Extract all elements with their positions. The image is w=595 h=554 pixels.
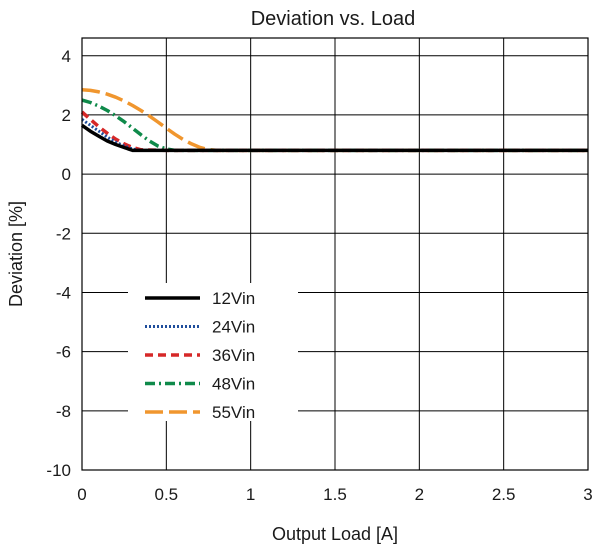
legend-background [128,283,298,421]
y-tick-label: 4 [62,47,71,66]
chart-title: Deviation vs. Load [251,8,416,30]
x-tick-label: 1 [246,485,255,504]
y-tick-label: -2 [56,224,71,243]
y-axis-label: Deviation [%] [6,201,26,307]
y-tick-label: -4 [56,283,71,302]
series-line-12vin [80,123,588,153]
legend-label-24vin: 24Vin [212,318,255,337]
series-layer [80,88,588,153]
legend-label-12vin: 12Vin [212,289,255,308]
x-tick-label: 3 [583,485,592,504]
y-tick-label: 0 [62,165,71,184]
y-tick-label: -6 [56,343,71,362]
y-tick-labels: -10 -8 -6 -4 -2 0 2 4 [46,47,71,480]
x-tick-label: 2 [415,485,424,504]
x-tick-label: 2.5 [492,485,516,504]
y-tick-label: -10 [46,461,71,480]
x-tick-label: 1.5 [323,485,347,504]
legend: 12Vin 24Vin 36Vin 48Vin 55Vin [128,283,298,422]
legend-label-48vin: 48Vin [212,375,255,394]
y-tick-label: -8 [56,402,71,421]
y-tick-label: 2 [62,106,71,125]
legend-label-36vin: 36Vin [212,346,255,365]
x-axis-label: Output Load [A] [272,524,398,544]
plot-frame [81,37,589,471]
x-tick-label: 0.5 [155,485,179,504]
legend-label-55vin: 55Vin [212,403,255,422]
x-tick-label: 0 [77,485,86,504]
x-tick-labels: 0 0.5 1 1.5 2 2.5 3 [77,485,592,504]
